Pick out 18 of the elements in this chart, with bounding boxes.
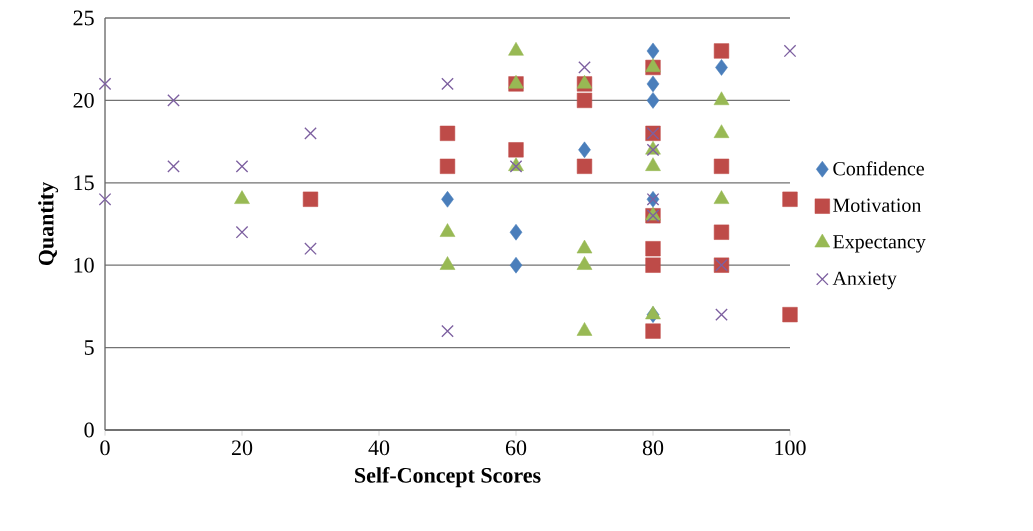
x-tick-label: 60 <box>505 440 527 456</box>
y-axis-title: Quantity <box>38 182 59 266</box>
x-tick-label: 20 <box>231 440 253 456</box>
legend-label: Anxiety <box>832 271 897 290</box>
y-tick-label: 10 <box>74 257 94 273</box>
legend-label: Motivation <box>833 198 922 213</box>
y-tick-label: 5 <box>84 340 94 355</box>
x-tick-label: 100 <box>775 440 806 456</box>
x-tick-label: 0 <box>100 440 110 456</box>
y-tick-label: 25 <box>73 10 94 26</box>
y-tick-label: 20 <box>73 92 94 108</box>
y-tick-label: 15 <box>74 175 94 191</box>
legend-label: Expectancy <box>833 235 926 253</box>
x-tick-label: 80 <box>642 440 664 456</box>
legend-label: Confidence <box>833 161 924 176</box>
x-axis-title: Self-Concept Scores <box>355 467 541 488</box>
x-tick-label: 40 <box>368 440 390 456</box>
y-tick-label: 0 <box>84 422 94 438</box>
